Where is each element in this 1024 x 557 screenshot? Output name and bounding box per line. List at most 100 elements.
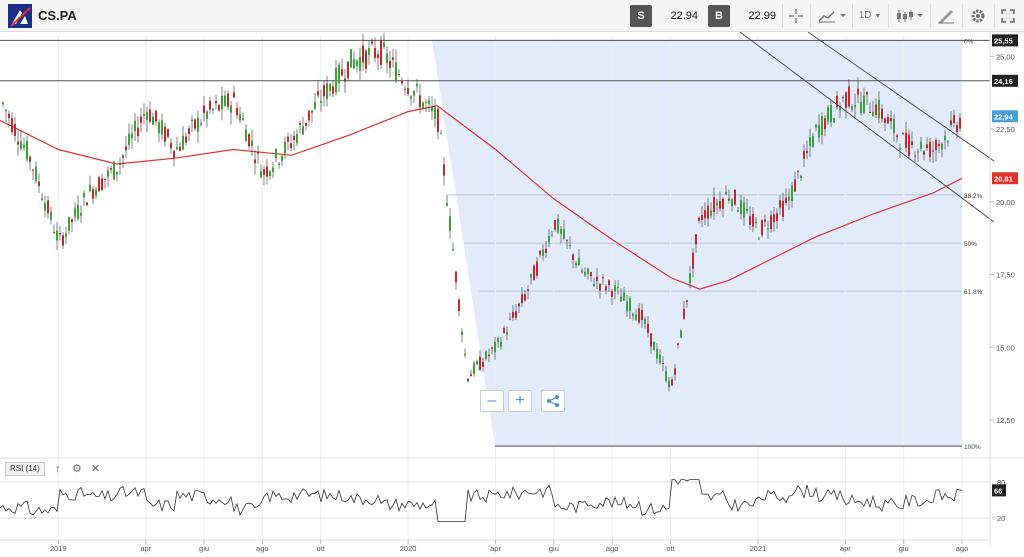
candle-body bbox=[848, 86, 850, 107]
close-icon[interactable]: ✕ bbox=[91, 463, 101, 475]
candle-body bbox=[827, 107, 829, 122]
candle-body bbox=[5, 109, 7, 112]
timeframe-dropdown[interactable]: 1D ▼ bbox=[856, 6, 884, 26]
candle-body bbox=[200, 122, 202, 125]
buy-button[interactable]: B bbox=[708, 5, 730, 27]
candle-body bbox=[236, 107, 238, 116]
candle-body bbox=[113, 161, 115, 180]
divider bbox=[962, 4, 963, 28]
candle-body bbox=[755, 221, 757, 224]
rsi-value-tag: 66 bbox=[994, 486, 1002, 495]
fullscreen-icon[interactable] bbox=[996, 6, 1020, 26]
share-button[interactable] bbox=[541, 390, 565, 412]
candle-body bbox=[671, 379, 673, 386]
arrow-up-icon[interactable]: ↑ bbox=[55, 463, 61, 475]
candle-body bbox=[203, 105, 205, 113]
candle-body bbox=[869, 111, 871, 113]
chevron-down-icon: ▼ bbox=[874, 13, 882, 20]
candle-body bbox=[149, 109, 151, 122]
candle-body bbox=[629, 297, 631, 312]
fib-label: 0% bbox=[964, 38, 974, 45]
candle-body bbox=[740, 200, 742, 215]
candle-body bbox=[62, 235, 64, 246]
candle-body bbox=[551, 234, 553, 236]
candle-body bbox=[296, 134, 298, 144]
candle-body bbox=[380, 39, 382, 65]
candle-body bbox=[602, 277, 604, 279]
resistance-price-tag: 24,16 bbox=[994, 77, 1013, 86]
candle-body bbox=[665, 371, 667, 381]
candle-body bbox=[749, 216, 751, 225]
x-tick-label: 2021 bbox=[750, 544, 767, 553]
last-price-tag: 22,94 bbox=[994, 112, 1014, 121]
candle-body bbox=[275, 148, 277, 159]
candle-body bbox=[359, 56, 361, 71]
candle-body bbox=[734, 189, 736, 205]
candle-body bbox=[242, 118, 244, 120]
candle-body bbox=[191, 119, 193, 122]
candle-body bbox=[914, 155, 916, 157]
candle-body bbox=[461, 331, 463, 335]
candle-body bbox=[245, 129, 247, 142]
candle-body bbox=[233, 92, 235, 98]
candle-body bbox=[107, 170, 109, 177]
candle-body bbox=[290, 143, 292, 149]
candle-body bbox=[326, 83, 328, 99]
candle-body bbox=[11, 118, 13, 133]
candle-body bbox=[146, 112, 148, 120]
candle-body bbox=[98, 177, 100, 192]
candle-body bbox=[614, 285, 616, 292]
candle-body bbox=[710, 210, 712, 216]
x-tick-label: apr bbox=[840, 544, 851, 553]
candle-body bbox=[434, 107, 436, 119]
candle-body bbox=[776, 213, 778, 222]
candle-body bbox=[707, 205, 709, 219]
zoom-out-button[interactable]: – bbox=[480, 390, 504, 412]
crosshair-icon[interactable] bbox=[784, 6, 808, 26]
candle-body bbox=[944, 136, 946, 141]
gear-icon[interactable] bbox=[966, 6, 990, 26]
candle-body bbox=[866, 91, 868, 95]
candle-body bbox=[851, 106, 853, 110]
candle-body bbox=[491, 347, 493, 349]
candle-body bbox=[911, 141, 913, 145]
candle-body bbox=[659, 354, 661, 363]
sell-button[interactable]: S bbox=[630, 5, 652, 27]
candle-body bbox=[374, 47, 376, 58]
y-tick-label: 12,50 bbox=[996, 416, 1015, 425]
price-chart[interactable]: 0% 38.2% 50% 61.8% 100% 25,00 22,50 20,00 17,50… bbox=[0, 32, 1024, 557]
candle-body bbox=[401, 80, 403, 84]
drawing-tools-icon[interactable] bbox=[934, 6, 958, 26]
candle-body bbox=[125, 146, 127, 151]
high-price-tag: 25,55 bbox=[994, 36, 1013, 45]
toolbar: CS.PA S 22.94 B 22.99 1D ▼ bbox=[0, 0, 1024, 32]
candle-body bbox=[314, 102, 316, 109]
indicator-settings-icon[interactable]: ⚙ bbox=[72, 463, 82, 475]
candle-body bbox=[839, 106, 841, 111]
timeframe-label: 1D bbox=[858, 10, 872, 21]
candle-body bbox=[791, 185, 793, 201]
sell-price[interactable]: 22.94 bbox=[670, 10, 698, 22]
candle-body bbox=[686, 300, 688, 302]
zoom-in-button[interactable]: + bbox=[508, 390, 532, 412]
chart-type-dropdown[interactable] bbox=[816, 6, 848, 26]
candle-body bbox=[407, 88, 409, 95]
candle-body bbox=[677, 343, 679, 345]
candles-dropdown[interactable] bbox=[894, 6, 926, 26]
candle-body bbox=[179, 146, 181, 151]
candle-body bbox=[44, 202, 46, 211]
rsi-indicator-label[interactable]: RSI (14) bbox=[5, 462, 45, 476]
candle-body bbox=[878, 99, 880, 118]
candle-body bbox=[620, 296, 622, 302]
x-tick-label: ago bbox=[606, 544, 619, 553]
candle-body bbox=[752, 214, 754, 227]
candle-body bbox=[350, 49, 352, 68]
candle-body bbox=[80, 212, 82, 216]
candle-body bbox=[446, 203, 448, 206]
candle-body bbox=[440, 133, 442, 135]
plus-icon: + bbox=[515, 392, 525, 409]
candle-body bbox=[950, 120, 952, 126]
candle-body bbox=[929, 141, 931, 158]
candle-body bbox=[248, 134, 250, 147]
buy-price[interactable]: 22.99 bbox=[748, 10, 776, 22]
